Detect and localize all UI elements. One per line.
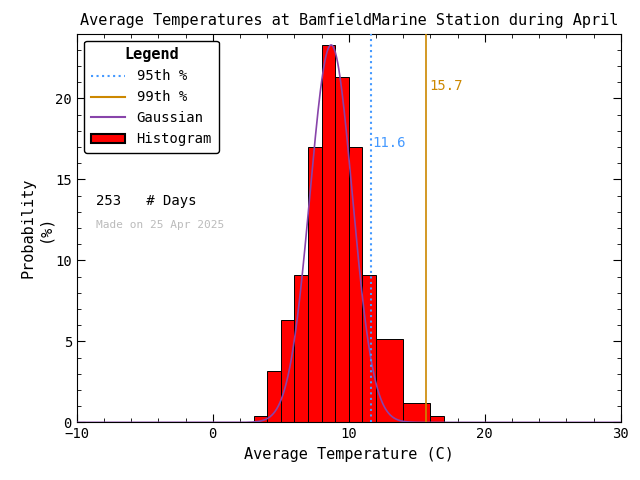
Bar [253,416,268,422]
Text: Made on 25 Apr 2025: Made on 25 Apr 2025 [96,220,224,230]
Y-axis label: Probability
(%): Probability (%) [20,178,52,278]
Bar [294,275,308,422]
Bar [281,320,294,422]
Bar [268,371,281,422]
Title: Average Temperatures at BamfieldMarine Station during April: Average Temperatures at BamfieldMarine S… [79,13,618,28]
Text: 253   # Days: 253 # Days [96,193,196,208]
Bar [322,45,335,422]
Bar [362,275,376,422]
Bar [308,147,322,422]
X-axis label: Average Temperature (C): Average Temperature (C) [244,447,454,462]
Bar [376,339,403,422]
Bar [335,77,349,422]
Bar [349,147,362,422]
Bar [403,403,431,422]
Text: 11.6: 11.6 [372,136,406,150]
Bar [431,416,444,422]
Legend: 95th %, 99th %, Gaussian, Histogram: 95th %, 99th %, Gaussian, Histogram [84,40,219,153]
Text: 15.7: 15.7 [429,79,463,93]
